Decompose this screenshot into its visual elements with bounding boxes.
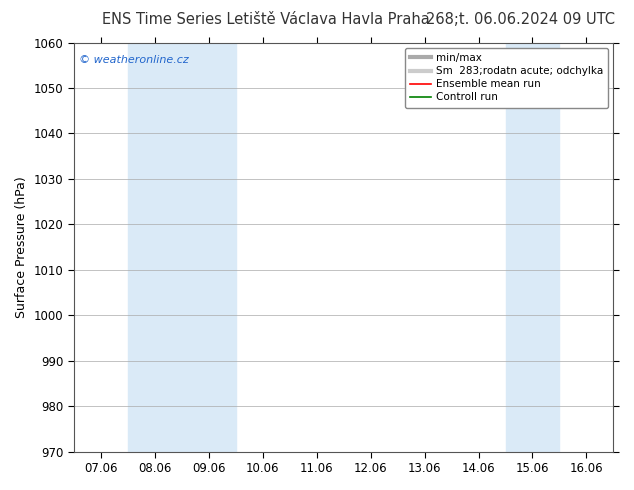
Legend: min/max, Sm  283;rodatn acute; odchylka, Ensemble mean run, Controll run: min/max, Sm 283;rodatn acute; odchylka, … [404, 48, 608, 108]
Text: © weatheronline.cz: © weatheronline.cz [79, 55, 189, 65]
Bar [127, 43, 236, 452]
Bar [505, 43, 559, 452]
Text: ENS Time Series Letiště Václava Havla Praha: ENS Time Series Letiště Václava Havla Pr… [103, 12, 430, 27]
Text: 268;t. 06.06.2024 09 UTC: 268;t. 06.06.2024 09 UTC [426, 12, 615, 27]
Y-axis label: Surface Pressure (hPa): Surface Pressure (hPa) [15, 176, 28, 318]
